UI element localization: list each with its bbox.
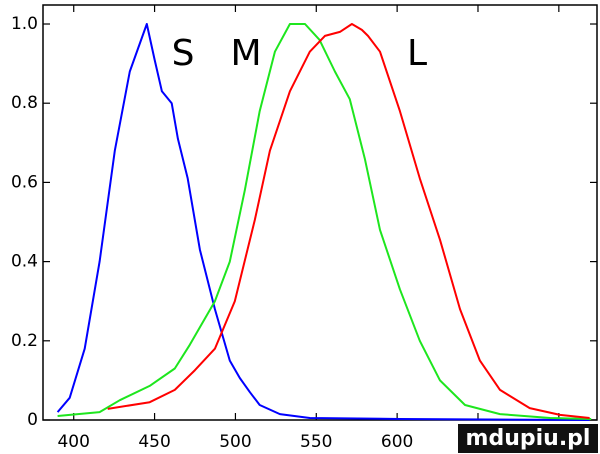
- curve-name: L: [407, 33, 427, 74]
- curve: [107, 23, 590, 419]
- y-tick-label: 0.8: [11, 93, 38, 113]
- plot-frame: [42, 4, 598, 421]
- curve: [56, 23, 590, 421]
- y-tick-label: 0.6: [11, 172, 38, 192]
- y-tick-label: 1.0: [11, 14, 38, 34]
- curve-name: M: [230, 33, 261, 74]
- y-tick-label: 0: [27, 410, 38, 430]
- watermark: mdupiu.pl: [466, 426, 591, 451]
- y-tick-label: 0.4: [11, 252, 38, 272]
- x-tick-label: 450: [138, 432, 170, 452]
- curve-name: S: [172, 33, 195, 74]
- watermark-box: [458, 424, 598, 453]
- x-tick-label: 550: [300, 432, 332, 452]
- x-tick-label: 400: [57, 432, 89, 452]
- x-tick-label: 600: [381, 432, 413, 452]
- y-tick-label: 0.2: [11, 331, 38, 351]
- x-tick-label: 500: [219, 432, 251, 452]
- curve: [57, 23, 592, 420]
